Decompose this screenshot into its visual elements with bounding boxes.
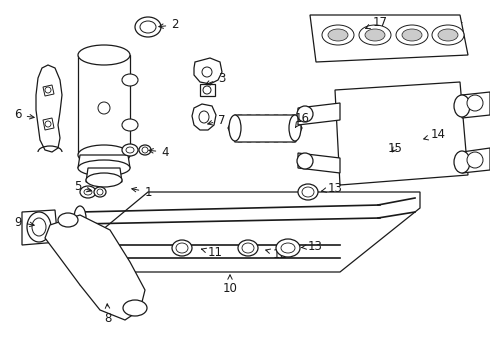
Ellipse shape bbox=[32, 218, 46, 236]
Polygon shape bbox=[192, 104, 216, 130]
Ellipse shape bbox=[328, 29, 348, 41]
Ellipse shape bbox=[122, 74, 138, 86]
Ellipse shape bbox=[126, 147, 134, 153]
Ellipse shape bbox=[135, 17, 161, 37]
Ellipse shape bbox=[432, 25, 464, 45]
Polygon shape bbox=[234, 115, 247, 142]
Ellipse shape bbox=[84, 189, 92, 195]
Polygon shape bbox=[298, 103, 340, 125]
Ellipse shape bbox=[242, 243, 254, 253]
Text: 2: 2 bbox=[159, 18, 179, 31]
Polygon shape bbox=[36, 65, 62, 152]
Ellipse shape bbox=[74, 206, 86, 230]
Polygon shape bbox=[261, 115, 274, 142]
Text: 13: 13 bbox=[321, 181, 343, 194]
Ellipse shape bbox=[172, 240, 192, 256]
Polygon shape bbox=[43, 118, 54, 130]
Ellipse shape bbox=[78, 45, 130, 65]
Polygon shape bbox=[22, 210, 58, 245]
Ellipse shape bbox=[199, 111, 209, 123]
Polygon shape bbox=[78, 55, 130, 155]
Ellipse shape bbox=[297, 153, 313, 169]
Ellipse shape bbox=[298, 184, 318, 200]
Text: 12: 12 bbox=[266, 248, 288, 261]
Text: 14: 14 bbox=[424, 129, 445, 141]
Text: 6: 6 bbox=[14, 108, 34, 122]
Polygon shape bbox=[252, 115, 265, 142]
Ellipse shape bbox=[78, 145, 130, 165]
Text: 7: 7 bbox=[208, 113, 226, 126]
Ellipse shape bbox=[359, 25, 391, 45]
Polygon shape bbox=[310, 15, 468, 62]
Text: 3: 3 bbox=[206, 72, 226, 85]
Ellipse shape bbox=[45, 121, 51, 127]
Ellipse shape bbox=[86, 173, 122, 187]
Ellipse shape bbox=[297, 106, 313, 122]
Ellipse shape bbox=[229, 115, 241, 141]
Ellipse shape bbox=[142, 147, 148, 153]
Polygon shape bbox=[200, 84, 215, 96]
Text: 1: 1 bbox=[132, 185, 152, 198]
Ellipse shape bbox=[454, 151, 470, 173]
Polygon shape bbox=[43, 85, 54, 96]
Ellipse shape bbox=[402, 29, 422, 41]
Text: 4: 4 bbox=[149, 145, 169, 158]
Ellipse shape bbox=[27, 212, 51, 242]
Ellipse shape bbox=[438, 29, 458, 41]
Ellipse shape bbox=[78, 160, 130, 176]
Ellipse shape bbox=[238, 240, 258, 256]
Ellipse shape bbox=[58, 213, 78, 227]
Text: 11: 11 bbox=[201, 247, 222, 260]
Ellipse shape bbox=[454, 95, 470, 117]
Ellipse shape bbox=[467, 152, 483, 168]
Ellipse shape bbox=[139, 145, 151, 155]
Text: 5: 5 bbox=[74, 180, 91, 194]
Polygon shape bbox=[462, 92, 490, 118]
Ellipse shape bbox=[322, 25, 354, 45]
Polygon shape bbox=[279, 115, 292, 142]
Polygon shape bbox=[298, 153, 340, 173]
Text: 9: 9 bbox=[14, 216, 34, 229]
Ellipse shape bbox=[176, 243, 188, 253]
Ellipse shape bbox=[123, 300, 147, 316]
Ellipse shape bbox=[45, 87, 51, 93]
Ellipse shape bbox=[80, 186, 96, 198]
Text: 10: 10 bbox=[222, 275, 238, 294]
Polygon shape bbox=[86, 168, 122, 182]
Ellipse shape bbox=[97, 189, 103, 195]
Polygon shape bbox=[288, 115, 301, 142]
Polygon shape bbox=[335, 82, 468, 185]
Polygon shape bbox=[243, 115, 256, 142]
Polygon shape bbox=[462, 148, 490, 173]
Polygon shape bbox=[45, 215, 145, 320]
Text: 17: 17 bbox=[366, 15, 388, 29]
Ellipse shape bbox=[289, 115, 301, 141]
Text: 15: 15 bbox=[388, 141, 402, 154]
Text: 16: 16 bbox=[294, 112, 310, 127]
Ellipse shape bbox=[122, 144, 138, 156]
Polygon shape bbox=[270, 115, 283, 142]
Ellipse shape bbox=[467, 95, 483, 111]
Polygon shape bbox=[194, 58, 222, 84]
Ellipse shape bbox=[396, 25, 428, 45]
Ellipse shape bbox=[74, 239, 86, 263]
Text: 13: 13 bbox=[302, 239, 322, 252]
Text: 8: 8 bbox=[104, 304, 112, 324]
Polygon shape bbox=[78, 155, 130, 168]
Polygon shape bbox=[228, 115, 302, 142]
Ellipse shape bbox=[98, 102, 110, 114]
Ellipse shape bbox=[122, 119, 138, 131]
Ellipse shape bbox=[276, 239, 300, 257]
Polygon shape bbox=[72, 192, 420, 272]
Ellipse shape bbox=[302, 187, 314, 197]
Ellipse shape bbox=[203, 86, 211, 94]
Ellipse shape bbox=[140, 21, 156, 33]
Ellipse shape bbox=[94, 187, 106, 197]
Ellipse shape bbox=[281, 243, 295, 253]
Ellipse shape bbox=[365, 29, 385, 41]
Ellipse shape bbox=[202, 67, 212, 77]
